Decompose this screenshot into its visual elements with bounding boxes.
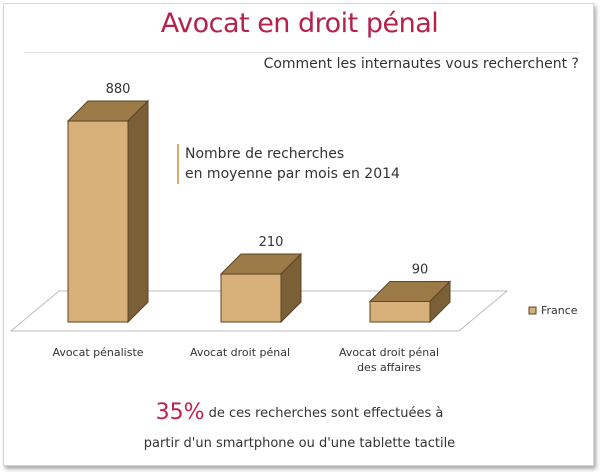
bar xyxy=(220,273,282,323)
chart-subtitle: Comment les internautes vous recherchent… xyxy=(263,56,579,72)
bar xyxy=(67,120,129,323)
category-label: des affaires xyxy=(357,361,421,374)
footnote-line-2: partir d'un smartphone ou d'une tablette… xyxy=(143,436,456,451)
bar xyxy=(369,300,431,323)
data-label: 880 xyxy=(106,82,131,97)
legend-label: France xyxy=(541,304,578,317)
bar-chart: 880 210 90 Avocat pénaliste Avocat droit pén… xyxy=(9,82,578,374)
chart-annotation: Nombre de recherches en moyenne par mois… xyxy=(177,144,400,184)
title-divider xyxy=(24,52,579,53)
bar-side xyxy=(127,99,149,324)
category-label: Avocat droit pénal xyxy=(339,346,439,359)
data-label: 90 xyxy=(412,262,429,277)
footnote-text-1: de ces recherches sont effectuées à xyxy=(204,406,444,421)
chart-card: Avocat en droit pénal Comment les intern… xyxy=(3,3,594,466)
annotation-line-1: Nombre de recherches xyxy=(185,146,345,162)
annotation-line-2: en moyenne par mois en 2014 xyxy=(185,166,400,182)
footnote-percent: 35% xyxy=(155,400,205,425)
data-label: 210 xyxy=(259,235,284,250)
category-label: Avocat pénaliste xyxy=(52,346,143,359)
category-label: Avocat droit pénal xyxy=(190,346,290,359)
legend-swatch xyxy=(528,306,537,315)
footnote-line-1: 35% de ces recherches sont effectuées à xyxy=(4,400,595,425)
chart-title: Avocat en droit pénal xyxy=(160,8,439,39)
